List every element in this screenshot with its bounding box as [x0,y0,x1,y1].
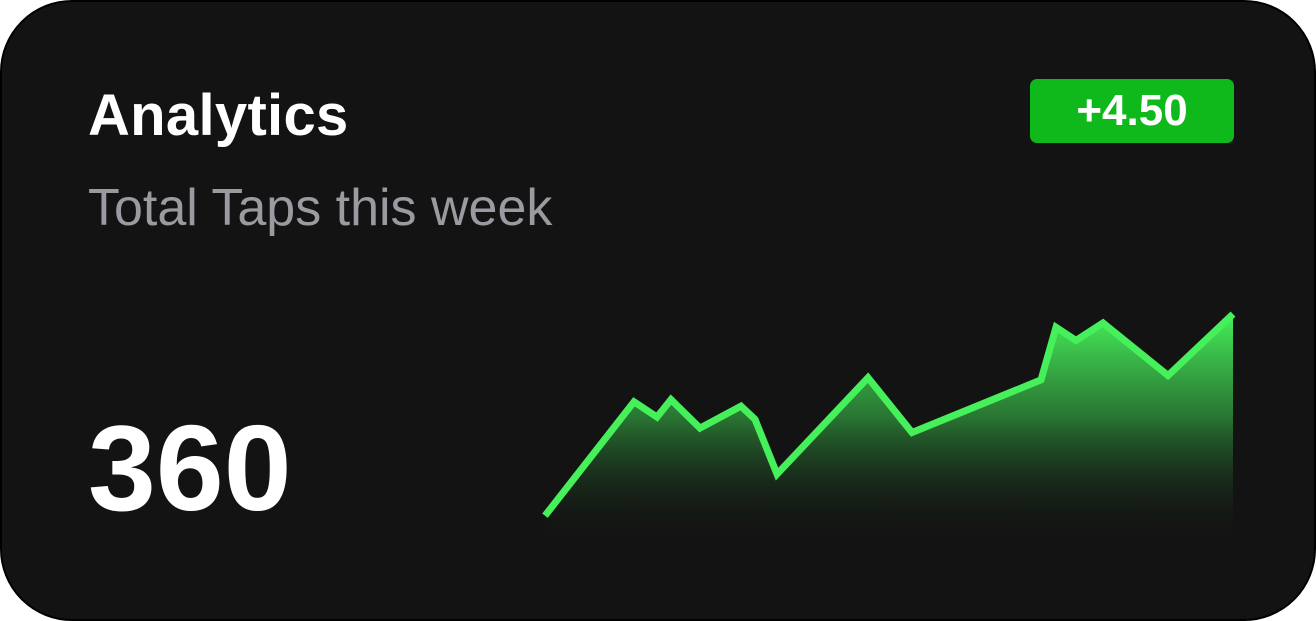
sparkline-area [545,314,1233,542]
sparkline-line [542,311,1236,518]
change-badge: +4.50 [1030,79,1234,143]
total-value: 360 [88,400,292,536]
card-subtitle: Total Taps this week [88,179,553,237]
card-title: Analytics [88,83,349,148]
